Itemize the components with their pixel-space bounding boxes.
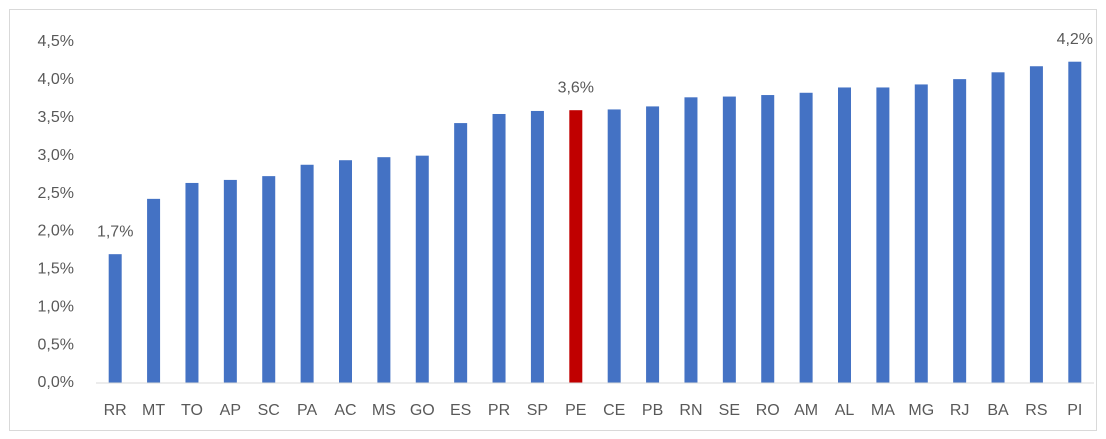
- y-tick-label: 4,0%: [38, 71, 74, 88]
- x-tick-label: ES: [450, 402, 471, 419]
- bar: [838, 87, 851, 383]
- x-tick-label: CE: [603, 402, 625, 419]
- bar: [799, 92, 813, 383]
- bar: [1068, 61, 1082, 384]
- x-tick-label: BA: [987, 402, 1009, 419]
- y-tick-label: 1,0%: [38, 298, 74, 315]
- data-label: 4,2%: [1057, 31, 1093, 48]
- x-tick-label: GO: [410, 402, 435, 419]
- data-label: 3,6%: [558, 79, 594, 96]
- x-tick-label: AP: [220, 402, 241, 419]
- bar: [300, 164, 314, 383]
- y-tick-label: 2,0%: [38, 223, 74, 240]
- bar: [1029, 66, 1043, 383]
- x-tick-label: MG: [908, 402, 934, 419]
- bar: [223, 179, 237, 383]
- x-tick-label: MT: [142, 402, 165, 419]
- y-tick-label: 4,5%: [38, 33, 74, 50]
- x-tick-label: PB: [642, 402, 663, 419]
- bar: [646, 106, 660, 384]
- bar: [569, 110, 583, 383]
- x-tick-label: TO: [181, 402, 203, 419]
- y-tick-label: 2,5%: [38, 185, 74, 202]
- bar: [262, 176, 276, 383]
- x-tick-label: AL: [835, 402, 855, 419]
- x-tick-label: PE: [565, 402, 586, 419]
- data-label: 1,7%: [97, 223, 133, 240]
- x-tick-label: SC: [258, 402, 280, 419]
- bar: [722, 96, 736, 383]
- bar: [991, 72, 1005, 384]
- y-tick-label: 0,0%: [38, 374, 74, 391]
- chart-border: [9, 9, 1097, 431]
- bar: [492, 113, 506, 383]
- x-tick-label: PA: [297, 402, 317, 419]
- bar: [953, 79, 967, 384]
- x-tick-label: SP: [527, 402, 548, 419]
- y-tick-label: 3,0%: [38, 147, 74, 164]
- x-tick-label: RS: [1025, 402, 1047, 419]
- x-tick-label: AM: [794, 402, 818, 419]
- x-tick-label: AC: [334, 402, 356, 419]
- bar: [147, 198, 161, 383]
- x-tick-label: PI: [1067, 402, 1082, 419]
- x-tick-label: SE: [719, 402, 740, 419]
- bar: [914, 84, 928, 384]
- bar: [108, 254, 122, 383]
- bar: [377, 157, 391, 383]
- bar: [876, 87, 890, 383]
- bar: [185, 182, 199, 383]
- y-tick-label: 0,5%: [38, 336, 74, 353]
- bar: [454, 123, 468, 384]
- x-tick-label: MA: [871, 402, 895, 419]
- bar: [607, 109, 621, 383]
- x-tick-label: PR: [488, 402, 510, 419]
- x-tick-label: RR: [104, 402, 127, 419]
- bar: [684, 97, 698, 383]
- x-tick-label: RO: [756, 402, 780, 419]
- x-tick-label: MS: [372, 402, 396, 419]
- y-tick-label: 1,5%: [38, 261, 74, 278]
- bar: [339, 160, 352, 383]
- bar: [530, 110, 544, 384]
- bar: [415, 155, 429, 383]
- x-tick-label: RJ: [950, 402, 970, 419]
- y-tick-label: 3,5%: [38, 109, 74, 126]
- x-tick-label: RN: [679, 402, 702, 419]
- bar: [761, 95, 775, 384]
